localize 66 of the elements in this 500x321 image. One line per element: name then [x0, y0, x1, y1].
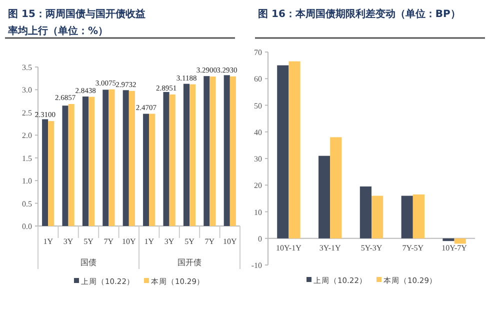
y-tick-label: 1.5: [22, 154, 32, 163]
bar: [454, 238, 466, 244]
bar: [210, 76, 216, 226]
x-tick-label: 3Y: [63, 237, 74, 246]
x-tick-label: 5Y-3Y: [360, 243, 382, 252]
y-tick-label: 3.5: [22, 63, 32, 72]
bar: [62, 106, 68, 226]
x-tick-label: 7Y-5Y: [402, 243, 424, 252]
bar: [442, 238, 454, 242]
y-tick-label: 10: [254, 208, 262, 217]
x-tick-label: 7Y: [104, 237, 114, 246]
text: 国开债: [178, 258, 202, 267]
bar: [68, 104, 74, 226]
x-tick-label: 5Y: [84, 237, 94, 246]
y-tick-label: 0.5: [22, 199, 32, 208]
x-tick-label: 10Y-1Y: [276, 243, 302, 252]
bar: [190, 84, 196, 226]
chart-title: 图 15：两周国债与国开债收益率均上行（单位：%）: [7, 8, 146, 37]
bar: [318, 156, 330, 238]
bar: [108, 89, 115, 226]
bar: [204, 76, 210, 226]
bar: [401, 196, 413, 238]
bar: [122, 90, 129, 226]
bar: [230, 76, 236, 226]
bar: [412, 194, 424, 238]
y-tick-label: 3.0: [22, 86, 32, 95]
y-tick-label: 0: [258, 234, 262, 244]
y-tick-label: 50: [254, 101, 262, 110]
x-tick-label: 10Y-7Y: [442, 243, 468, 252]
x-tick-label: 1Y: [144, 237, 154, 246]
y-tick-label: 60: [254, 74, 262, 84]
y-tick-label: 20: [254, 181, 262, 190]
x-tick-label: 3Y-1Y: [319, 243, 341, 252]
bar: [48, 121, 54, 226]
bar: [149, 114, 156, 226]
bar: [163, 92, 170, 226]
y-tick-label: 0.0: [22, 222, 32, 231]
x-tick-label: 3Y: [164, 237, 174, 246]
bar: [360, 186, 372, 238]
x-tick-label: 5Y: [184, 237, 195, 246]
y-tick-label: 30: [254, 154, 262, 164]
bar: [42, 119, 48, 226]
bar: [128, 90, 135, 226]
x-tick-label: 10Y: [122, 237, 136, 246]
bar: [88, 96, 95, 226]
y-tick-label: -10: [251, 261, 262, 270]
bar: [143, 114, 150, 226]
text: 国债: [80, 258, 96, 267]
bar: [372, 196, 384, 238]
y-tick-label: 2.5: [22, 108, 32, 118]
x-tick-label: 1Y: [43, 237, 54, 246]
bar: [224, 75, 230, 226]
bar: [82, 96, 88, 226]
x-tick-label: 7Y: [204, 237, 215, 246]
bar: [330, 137, 342, 238]
y-tick-label: 2.0: [22, 131, 32, 140]
bar: [102, 90, 109, 226]
bar: [277, 65, 289, 238]
bar: [169, 94, 176, 226]
bar: [183, 84, 190, 226]
y-tick-label: 1.0: [22, 176, 32, 186]
x-tick-label: 10Y: [223, 237, 238, 246]
chart-title: 图 16：本周国债期限利差变动（单位：BP）: [258, 8, 460, 20]
y-tick-label: 40: [254, 128, 262, 137]
bar: [288, 61, 300, 238]
y-tick-label: 70: [254, 48, 262, 57]
